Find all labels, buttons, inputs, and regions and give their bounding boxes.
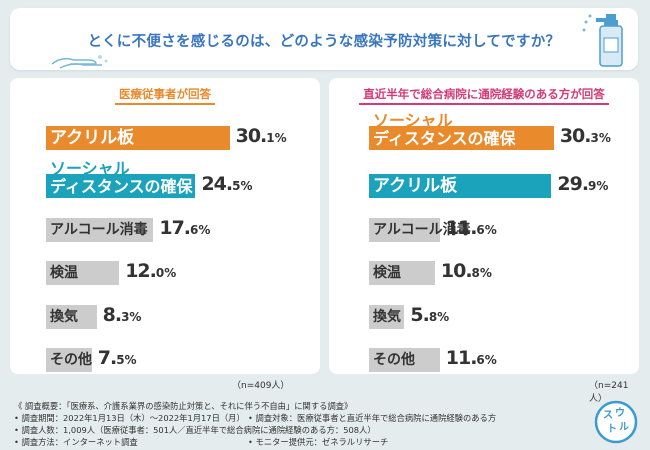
bar-label-line: ソーシャル [373, 111, 453, 130]
bar-1-0 [369, 126, 554, 150]
bar-label-line: ディスタンスの確保 [50, 177, 193, 196]
value-major: 10. [440, 260, 473, 282]
bar-value-1-1: 29.9% [557, 173, 608, 195]
bar-label-1-4: 換気 [373, 307, 401, 327]
survey-target: • 調査対象：医療従事者と直近半年で総合病院に通院経験のある方 [248, 413, 497, 423]
bar-1-1 [369, 174, 552, 198]
survey-provider: • モニター提供元：ゼネラルリサーチ [248, 437, 389, 447]
bar-label-line: アクリル板 [373, 176, 458, 196]
value-major: 17. [159, 217, 191, 239]
bar-label-line: その他 [373, 352, 415, 368]
bar-value-0-2: 17.6% [159, 217, 210, 239]
survey-period: • 調査期間：2022年1月13日（木）～2022年1月17日（月） [14, 413, 245, 423]
bar-value-0-1: 24.5% [201, 173, 252, 195]
hands-icon [51, 55, 108, 69]
bar-label-0-4: 換気 [50, 307, 78, 327]
sample-size-right: （n=241人） [589, 381, 629, 404]
bar-value-1-4: 5.8% [410, 304, 449, 326]
bar-label-0-2: アルコール消毒 [50, 220, 148, 240]
bar-0-4 [46, 305, 97, 329]
value-minor: 3% [590, 131, 611, 145]
bar-label-line: 換気 [373, 309, 401, 325]
bar-label-line: アクリル板 [50, 128, 135, 148]
chart-card-hospital-visitors: 直近半年で総合病院に通院経験のある方が回答 ソーシャル ディスタンスの確保 30.3… [329, 78, 639, 404]
value-major: 5. [410, 304, 429, 326]
bar-label-line: その他 [50, 352, 92, 368]
bar-value-1-0: 30.3% [560, 125, 611, 147]
bar-value-0-4: 8.3% [103, 304, 142, 326]
value-minor: 6% [476, 223, 497, 237]
value-major: 11. [445, 217, 478, 239]
bar-0-0 [46, 126, 230, 150]
bar-label-line: 検温 [373, 265, 401, 281]
chart-card-medical-workers: 医療従事者が回答 アクリル板 30.1% ソーシャル ディスタンスの確保 24.5% アル… [10, 78, 320, 391]
chart-title-right: 直近半年で総合病院に通院経験のある方が回答 [359, 87, 609, 105]
bar-label-0-0: アクリル板 [50, 128, 134, 148]
bar-label-line: アルコール消毒 [50, 222, 148, 238]
value-major: 8. [102, 304, 122, 326]
spray-bottle-icon [582, 14, 623, 67]
bar-label-line: 換気 [50, 309, 78, 325]
value-minor: 5% [116, 353, 137, 367]
bar-label-line: アルコール消毒 [373, 222, 471, 238]
bar-1-5 [369, 348, 440, 372]
bar-label-line: ディスタンスの確保 [373, 129, 516, 148]
value-minor: 9% [588, 179, 609, 193]
bar-value-1-5: 11.6% [446, 347, 497, 369]
survey-title: 《 調査概要：「医療系、介護系業界の感染防止対策と、それに伴う不自由」に関する調… [14, 401, 353, 411]
value-major: 7. [97, 347, 117, 369]
value-minor: 8% [428, 310, 450, 324]
sample-size-left: （n=409人） [232, 381, 290, 391]
bar-label-0-1: ソーシャル ディスタンスの確保 [50, 160, 193, 196]
bar-label-1-1: アクリル板 [373, 176, 457, 196]
header-banner: とくに不便さを感じるのは、どのような感染予防対策に対してですか？ [10, 8, 638, 70]
bar-label-line: ソーシャル [50, 159, 130, 178]
bar-0-1 [46, 174, 196, 198]
survey-footer: 《 調査概要：「医療系、介護系業界の感染防止対策と、それに伴う不自由」に関する調… [14, 400, 594, 448]
suutoru-logo-icon: ス ウ ト ル [594, 400, 638, 444]
bar-label-0-3: 検温 [50, 263, 78, 283]
chart-title-left: 医療従事者が回答 [115, 87, 215, 105]
value-major: 24. [201, 173, 233, 195]
value-minor: 8% [471, 266, 492, 280]
logo-char-4: ル [619, 422, 629, 433]
bar-value-0-5: 7.5% [98, 347, 137, 369]
bar-0-2 [46, 218, 154, 242]
bar-label-1-5: その他 [373, 350, 415, 370]
bar-label-line: 検温 [50, 265, 78, 281]
bar-value-1-3: 10.8% [441, 260, 492, 282]
bar-label-1-0: ソーシャル ディスタンスの確保 [373, 112, 516, 148]
bar-label-0-5: その他 [50, 350, 92, 370]
survey-method: • 調査方法：インターネット調査 [14, 437, 138, 447]
value-major: 12. [125, 260, 157, 282]
value-minor: 5% [232, 179, 253, 193]
logo-char-3: ト [607, 423, 617, 435]
bar-1-2 [369, 218, 440, 242]
value-major: 30. [559, 125, 592, 147]
bar-1-3 [369, 261, 435, 285]
bar-label-1-2: アルコール消毒 [373, 220, 471, 240]
bar-0-3 [46, 261, 120, 285]
value-minor: 1% [266, 131, 287, 145]
logo-char-2: ウ [615, 407, 625, 419]
value-minor: 0% [155, 266, 177, 280]
bar-label-1-3: 検温 [373, 263, 401, 283]
survey-respondents: • 調査人数：1,009人（医療従事者：501人／直近半年で総合病院に通院経験の… [14, 425, 376, 435]
value-major: 29. [557, 173, 589, 195]
value-minor: 3% [121, 310, 142, 324]
page-title: とくに不便さを感じるのは、どのような感染予防対策に対してですか？ [87, 34, 561, 50]
logo-char-1: ス [603, 409, 613, 421]
value-minor: 6% [190, 223, 211, 237]
bar-value-0-3: 12.0% [125, 260, 176, 282]
value-major: 30. [235, 125, 268, 147]
value-major: 11. [445, 347, 478, 369]
bar-value-0-0: 30.1% [236, 125, 287, 147]
bar-1-4 [369, 305, 405, 329]
value-minor: 6% [476, 353, 497, 367]
bar-0-5 [46, 348, 92, 372]
bar-value-1-2: 11.6% [446, 217, 497, 239]
